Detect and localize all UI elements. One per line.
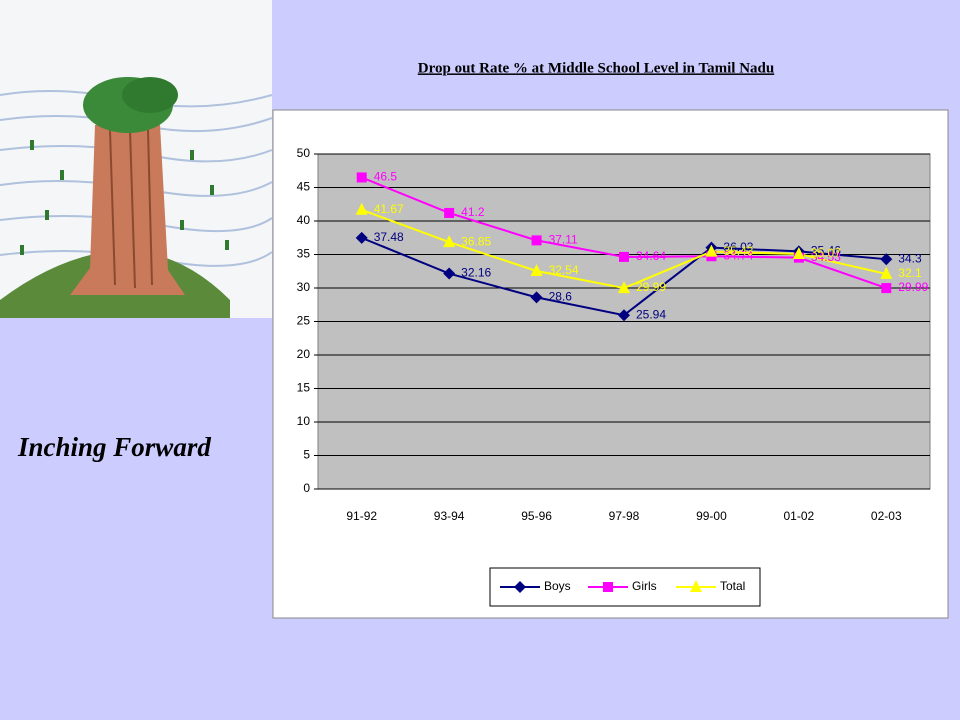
- data-label: 41.67: [374, 202, 404, 216]
- data-label: 34.53: [811, 250, 841, 264]
- marker: [618, 309, 630, 322]
- data-label: 37.11: [549, 233, 578, 247]
- x-tick-label: 02-03: [871, 509, 902, 523]
- x-tick-label: 91-92: [346, 509, 377, 523]
- marker: [443, 267, 456, 280]
- marker: [444, 207, 455, 218]
- marker: [880, 266, 893, 279]
- marker: [619, 251, 629, 262]
- data-label: 36.03: [723, 240, 753, 254]
- marker: [443, 235, 456, 248]
- data-label: 34.3: [898, 251, 922, 265]
- marker: [355, 202, 368, 215]
- data-label: 29.99: [636, 280, 666, 294]
- y-tick-label: 40: [297, 213, 311, 227]
- data-label: 34.64: [636, 249, 666, 263]
- legend-label: Boys: [544, 579, 571, 593]
- slide-text: Inching Forward: [17, 432, 211, 462]
- marker: [530, 291, 543, 304]
- marker: [531, 235, 542, 246]
- data-label: 28.6: [549, 290, 573, 304]
- legend-label: Total: [720, 579, 745, 593]
- y-tick-label: 20: [297, 347, 311, 361]
- data-label: 32.54: [549, 263, 579, 277]
- data-label: 34.74: [723, 248, 753, 262]
- data-label: 35.07: [811, 246, 841, 260]
- y-tick-label: 35: [297, 247, 311, 261]
- marker: [880, 253, 893, 266]
- x-tick-label: 97-98: [609, 509, 640, 523]
- marker: [530, 263, 543, 276]
- y-tick-label: 25: [297, 314, 311, 328]
- y-tick-label: 15: [297, 381, 311, 395]
- marker: [690, 580, 702, 592]
- y-tick-label: 0: [303, 481, 310, 495]
- marker: [705, 244, 718, 257]
- data-label: 32.16: [461, 266, 491, 280]
- y-tick-label: 45: [297, 180, 311, 194]
- y-tick-label: 10: [297, 414, 311, 428]
- data-label: 29.99: [898, 280, 928, 294]
- data-label: 46.5: [374, 170, 398, 184]
- data-label: 35.46: [811, 244, 841, 258]
- x-tick-label: 01-02: [784, 509, 815, 523]
- x-tick-label: 95-96: [521, 509, 552, 523]
- chart-title: Drop out Rate % at Middle School Level i…: [418, 60, 774, 76]
- marker: [603, 582, 613, 592]
- data-label: 32.1: [898, 266, 922, 280]
- marker: [881, 283, 892, 294]
- y-tick-label: 5: [303, 448, 310, 462]
- marker: [514, 581, 526, 593]
- tree-drawing: [0, 0, 273, 318]
- y-tick-label: 30: [297, 280, 311, 294]
- y-tick-label: 50: [297, 146, 311, 160]
- data-label: 35.43: [723, 244, 753, 258]
- x-tick-label: 93-94: [434, 509, 465, 523]
- marker: [792, 247, 805, 260]
- marker: [618, 281, 630, 294]
- data-label: 36.85: [461, 234, 491, 248]
- legend-label: Girls: [632, 579, 657, 593]
- marker: [356, 172, 367, 183]
- x-tick-label: 99-00: [696, 509, 727, 523]
- data-label: 41.2: [461, 205, 485, 219]
- data-label: 37.48: [374, 230, 404, 244]
- data-label: 25.94: [636, 307, 666, 321]
- marker: [355, 231, 368, 244]
